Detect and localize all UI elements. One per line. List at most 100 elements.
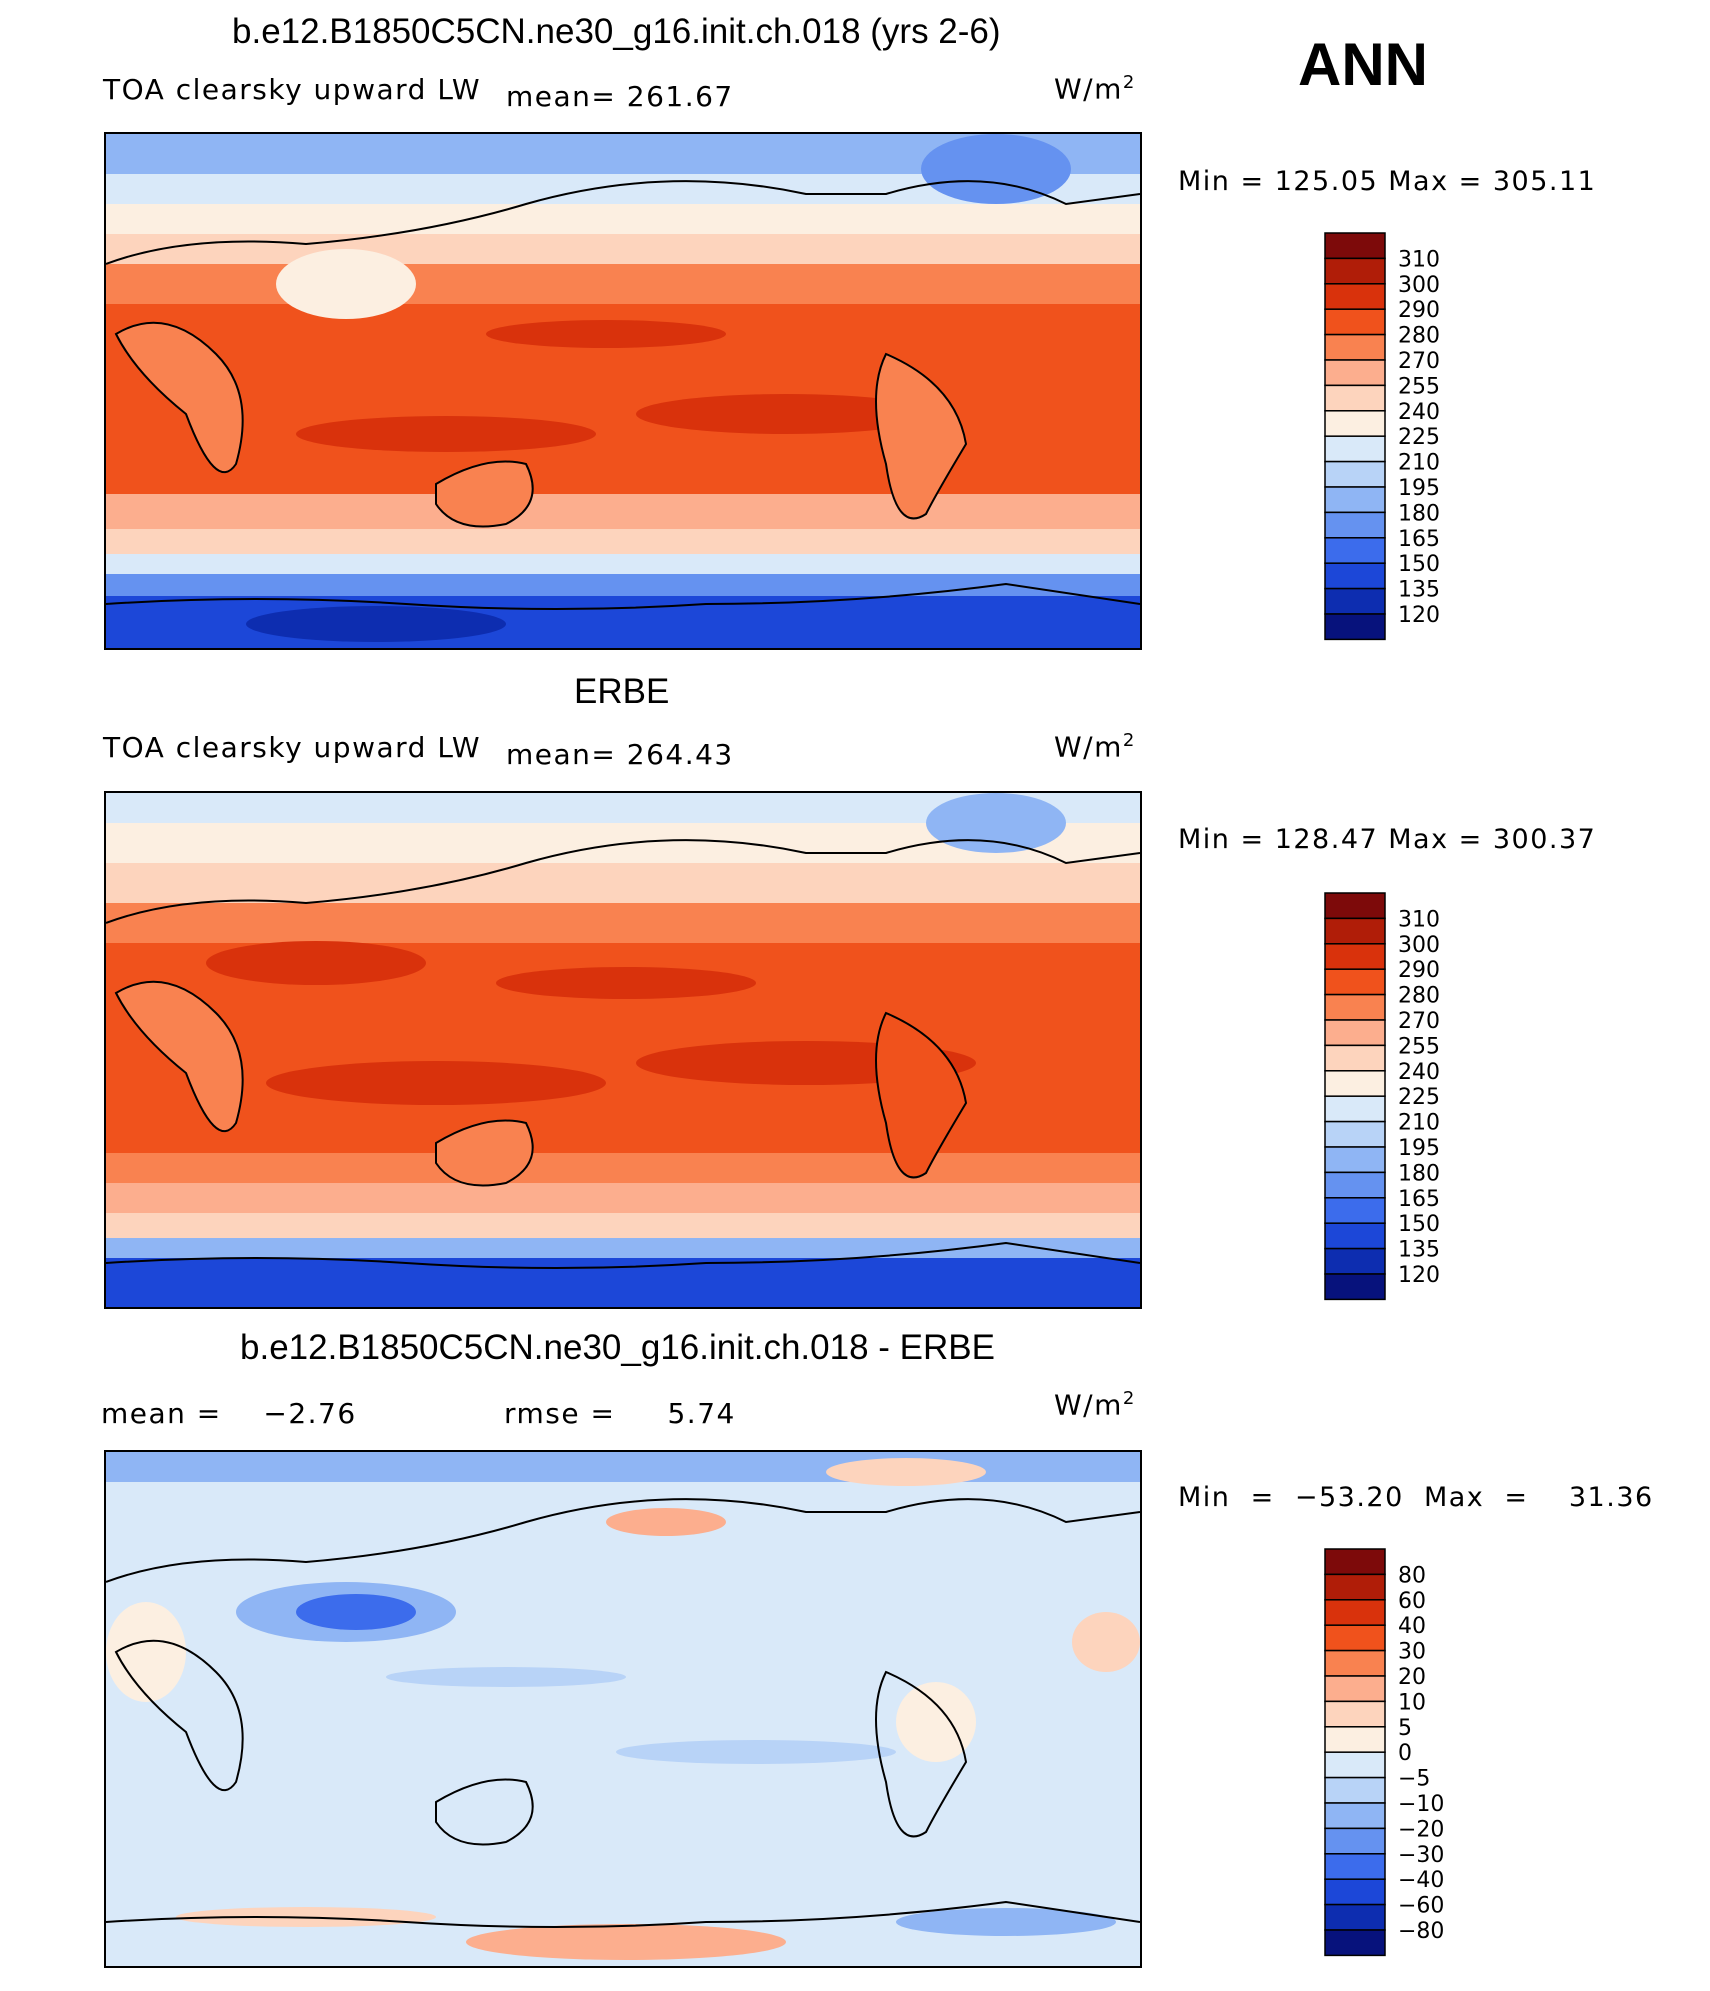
colorbar-tick-label: 120 [1398, 603, 1440, 628]
colorbar-swatch [1324, 1019, 1386, 1047]
colorbar-tick-label: 210 [1398, 451, 1440, 476]
colorbar-swatch [1324, 1929, 1386, 1957]
colorbar-swatch [1324, 613, 1386, 641]
panel2-units: W/m2 [1054, 730, 1136, 763]
colorbar-swatch [1324, 384, 1386, 412]
colorbar-swatch [1324, 917, 1386, 945]
colorbar-tick-label: 270 [1398, 1009, 1440, 1034]
colorbar-swatch [1324, 435, 1386, 463]
panel1-field [106, 134, 1140, 648]
colorbar-swatch [1324, 1649, 1386, 1677]
colorbar-swatch [1324, 511, 1386, 539]
colorbar-swatch [1324, 1903, 1386, 1931]
colorbar-swatch [1324, 1624, 1386, 1652]
colorbar-swatch [1324, 1675, 1386, 1703]
colorbar-swatch [1324, 486, 1386, 514]
colorbar-swatch [1324, 1171, 1386, 1199]
colorbar-tick-label: 280 [1398, 984, 1440, 1009]
colorbar-swatch [1324, 993, 1386, 1021]
colorbar-swatch [1324, 308, 1386, 336]
colorbar-swatch [1324, 1878, 1386, 1906]
colorbar-tick-label: 310 [1398, 247, 1440, 272]
units-label: W/m [1054, 730, 1123, 764]
panel3-field [106, 1452, 1140, 1966]
colorbar-tick-label: 5 [1398, 1716, 1412, 1741]
panel1-mean: mean= 261.67 [506, 80, 734, 113]
colorbar-swatch [1324, 410, 1386, 437]
colorbar-tick-label: 165 [1398, 1187, 1440, 1212]
panel3-colorbar: 80 60 40 30 20 10 5 0 −5 −10 −20 −30 −40 −60 −80 [1324, 1548, 1524, 1957]
colorbar-swatch [1324, 1044, 1386, 1072]
colorbar-swatch [1324, 1802, 1386, 1830]
colorbar-tick-label: 40 [1398, 1614, 1426, 1639]
colorbar-swatch [1324, 1222, 1386, 1250]
colorbar-swatch [1324, 1726, 1386, 1753]
panel3-units: W/m2 [1054, 1388, 1136, 1421]
colorbar-tick-label: 180 [1398, 1161, 1440, 1186]
panel1-colorbar: 310 300 290 280 270 255 240 225 210 195 180 165 150 1… [1324, 232, 1524, 641]
colorbar-swatch [1324, 587, 1386, 615]
colorbar-tick-label: −60 [1398, 1894, 1444, 1919]
panel2-title: ERBE [574, 672, 670, 711]
colorbar-tick-label: 290 [1398, 298, 1440, 323]
panel1-stats: Min = 125.05 Max = 305.11 [1178, 166, 1597, 197]
colorbar-tick-label: 150 [1398, 552, 1440, 577]
colorbar-tick-label: 165 [1398, 527, 1440, 552]
colorbar-tick-label: 135 [1398, 578, 1440, 603]
units-label: W/m [1054, 1388, 1123, 1422]
colorbar-tick-label: 180 [1398, 501, 1440, 526]
panel1-variable: TOA clearsky upward LW [103, 73, 482, 106]
colorbar-swatch [1324, 1751, 1386, 1779]
panel2-mean: mean= 264.43 [506, 738, 734, 771]
panel2-variable: TOA clearsky upward LW [103, 731, 482, 764]
colorbar-tick-label: 225 [1398, 1085, 1440, 1110]
colorbar-tick-label: 80 [1398, 1563, 1426, 1588]
colorbar-tick-label: −40 [1398, 1868, 1444, 1893]
panel1-units: W/m2 [1054, 72, 1136, 105]
panel2-colorbar: 310 300 290 280 270 255 240 225 210 195 180 165 150 1… [1324, 892, 1524, 1301]
panel1-title: b.e12.B1850C5CN.ne30_g16.init.ch.018 (yr… [232, 12, 1001, 51]
colorbar-swatch [1324, 537, 1386, 564]
colorbar-tick-label: −20 [1398, 1817, 1444, 1842]
colorbar-swatch [1324, 968, 1386, 996]
colorbar-swatch [1324, 1853, 1386, 1880]
colorbar-tick-label: 290 [1398, 958, 1440, 983]
colorbar-tick-label: 0 [1398, 1741, 1412, 1766]
colorbar-tick-label: −10 [1398, 1792, 1444, 1817]
colorbar-swatch [1324, 1120, 1386, 1148]
colorbar-tick-label: 120 [1398, 1263, 1440, 1288]
panel3-rmse: rmse = 5.74 [504, 1397, 736, 1430]
colorbar-swatch [1324, 1070, 1386, 1097]
colorbar-swatch [1324, 1700, 1386, 1728]
colorbar-swatch [1324, 460, 1386, 488]
colorbar-tick-label: 240 [1398, 400, 1440, 425]
units-label: W/m [1054, 72, 1123, 106]
panel3-map [104, 1450, 1142, 1968]
colorbar-tick-label: −80 [1398, 1919, 1444, 1944]
colorbar-tick-label: −5 [1398, 1767, 1430, 1792]
units-power: 2 [1122, 730, 1136, 751]
colorbar-swatch [1324, 1095, 1386, 1123]
colorbar-swatch [1324, 1273, 1386, 1301]
colorbar-swatch [1324, 1776, 1386, 1804]
colorbar-swatch [1324, 257, 1386, 285]
colorbar-swatch [1324, 1827, 1386, 1855]
colorbar-tick-label: 255 [1398, 374, 1440, 399]
colorbar-swatch [1324, 232, 1386, 260]
panel2-field [106, 793, 1140, 1307]
panel2-stats: Min = 128.47 Max = 300.37 [1178, 824, 1597, 855]
panel3-stats: Min = −53.20 Max = 31.36 [1178, 1482, 1654, 1513]
panel3-mean: mean = −2.76 [101, 1397, 357, 1430]
colorbar-swatch [1324, 562, 1386, 590]
units-power: 2 [1122, 72, 1136, 93]
season-label: ANN [1298, 31, 1428, 98]
colorbar-tick-label: 30 [1398, 1640, 1426, 1665]
colorbar-svg: 3103002902802702552402252101951801651501… [1324, 232, 1440, 641]
panel1-map [104, 132, 1142, 650]
colorbar-tick-label: 135 [1398, 1238, 1440, 1263]
colorbar-swatch [1324, 892, 1386, 920]
colorbar-swatch [1324, 1599, 1386, 1626]
colorbar-tick-label: 300 [1398, 273, 1440, 298]
panel3-title: b.e12.B1850C5CN.ne30_g16.init.ch.018 - E… [240, 1328, 995, 1367]
